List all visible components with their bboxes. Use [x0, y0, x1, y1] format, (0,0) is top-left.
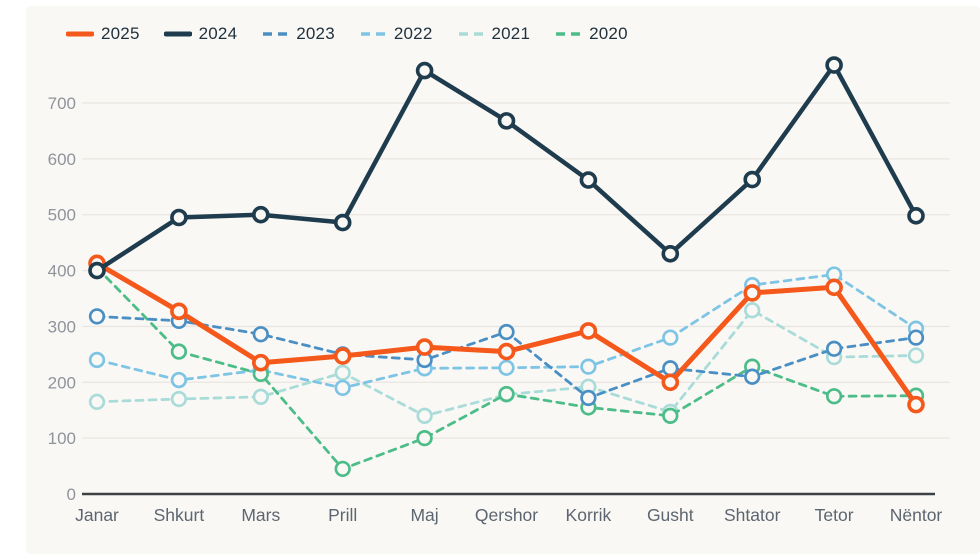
- data-point-2024-Qershor[interactable]: [497, 112, 516, 130]
- data-point-2022-Korrik[interactable]: [580, 358, 597, 375]
- series-line-2021: [95, 308, 918, 418]
- data-point-2025-Prill[interactable]: [333, 347, 352, 365]
- legend-item-2024[interactable]: 2024: [163, 24, 238, 44]
- data-point-2021-Prill[interactable]: [334, 364, 351, 381]
- y-tick-label: 700: [48, 94, 76, 113]
- legend-label-2021: 2021: [491, 24, 531, 43]
- data-point-2023-Tetor[interactable]: [825, 340, 843, 357]
- data-point-2021-Janar[interactable]: [88, 393, 106, 410]
- data-point-2021-Shtator[interactable]: [744, 302, 761, 319]
- data-point-2024-Gusht[interactable]: [661, 245, 680, 263]
- y-axis-labels: 0 100 200 300 400 500 600 700: [48, 94, 76, 504]
- y-tick-label: 100: [48, 429, 76, 448]
- x-tick-label: Tetor: [815, 505, 854, 525]
- data-point-2024-Shtator[interactable]: [743, 170, 762, 189]
- x-tick-label: Prill: [328, 505, 357, 525]
- series-line-2024: [94, 62, 919, 273]
- legend-marker-2024-icon: [163, 31, 192, 37]
- y-tick-label: 300: [48, 317, 76, 336]
- data-point-2020-Maj[interactable]: [416, 429, 433, 447]
- x-tick-label: Nëntor: [890, 505, 943, 525]
- legend-item-2021[interactable]: 2021: [457, 24, 531, 44]
- legend-marker-2021-icon: [458, 32, 483, 36]
- data-point-2024-Mars[interactable]: [251, 205, 270, 224]
- x-tick-label: Gusht: [647, 505, 694, 525]
- y-tick-label: 400: [48, 262, 76, 281]
- legend-label-2022: 2022: [393, 24, 433, 43]
- data-point-2024-Korrik[interactable]: [579, 171, 598, 189]
- data-point-2025-Maj[interactable]: [415, 338, 434, 356]
- legend-item-2022[interactable]: 2022: [359, 24, 433, 44]
- chart-panel: [26, 6, 980, 554]
- data-point-2025-Gusht[interactable]: [661, 373, 680, 392]
- data-point-2025-Shkurt[interactable]: [170, 302, 188, 321]
- y-tick-label: 0: [67, 485, 76, 504]
- data-point-2021-Nëntor[interactable]: [907, 347, 925, 364]
- legend-label-2023: 2023: [296, 24, 335, 43]
- legend-label-2025: 2025: [101, 24, 140, 43]
- data-point-2021-Maj[interactable]: [416, 407, 433, 424]
- data-point-2023-Janar[interactable]: [88, 308, 106, 325]
- data-point-2023-Shtator[interactable]: [744, 368, 761, 385]
- data-point-2022-Prill[interactable]: [334, 379, 351, 397]
- data-point-2022-Qershor[interactable]: [498, 359, 515, 376]
- x-tick-label: Maj: [410, 505, 438, 525]
- x-tick-label: Qershor: [475, 505, 538, 525]
- data-point-2024-Tetor[interactable]: [825, 56, 843, 74]
- y-tick-label: 600: [48, 150, 76, 169]
- data-point-2020-Prill[interactable]: [334, 460, 351, 478]
- data-point-2020-Tetor[interactable]: [825, 388, 843, 405]
- data-point-2022-Shkurt[interactable]: [170, 371, 188, 389]
- data-point-2023-Mars[interactable]: [252, 326, 269, 343]
- data-point-2023-Korrik[interactable]: [580, 389, 597, 407]
- legend-marker-2025-icon: [66, 31, 94, 37]
- gridlines: [82, 102, 950, 439]
- series-2024: [88, 56, 925, 280]
- legend-marker-2023-icon: [263, 32, 288, 36]
- legend-marker-2020-icon: [556, 32, 581, 36]
- legend-item-2020[interactable]: 2020: [554, 24, 628, 44]
- data-point-2020-Shkurt[interactable]: [170, 343, 188, 360]
- data-point-2025-Qershor[interactable]: [497, 342, 516, 361]
- data-point-2025-Shtator[interactable]: [743, 284, 762, 302]
- data-point-2023-Gusht[interactable]: [662, 360, 679, 377]
- y-tick-label: 200: [48, 373, 76, 392]
- legend-label-2024: 2024: [198, 24, 238, 43]
- data-point-2025-Tetor[interactable]: [825, 278, 843, 297]
- x-axis-labels: Janar Shkurt Mars Prill Maj Qershor Korrik Gush…: [75, 505, 942, 525]
- x-tick-label: Mars: [241, 505, 280, 525]
- data-point-2025-Nëntor[interactable]: [907, 395, 925, 414]
- data-point-2024-Shkurt[interactable]: [170, 208, 188, 227]
- data-point-2021-Shkurt[interactable]: [170, 390, 188, 408]
- data-point-2023-Nëntor[interactable]: [907, 329, 925, 346]
- y-tick-label: 500: [48, 206, 76, 225]
- data-point-2021-Mars[interactable]: [252, 388, 269, 405]
- data-point-2023-Qershor[interactable]: [498, 323, 515, 341]
- x-tick-label: Korrik: [566, 505, 612, 525]
- data-point-2024-Maj[interactable]: [415, 61, 434, 80]
- data-point-2024-Janar[interactable]: [88, 261, 106, 280]
- data-point-2020-Gusht[interactable]: [662, 407, 679, 424]
- series-2025: [88, 254, 925, 414]
- data-point-2024-Prill[interactable]: [333, 213, 352, 232]
- legend-item-2023[interactable]: 2023: [261, 24, 335, 44]
- data-point-2020-Qershor[interactable]: [498, 385, 515, 403]
- data-point-2024-Nëntor[interactable]: [907, 207, 925, 225]
- data-point-2025-Korrik[interactable]: [579, 322, 598, 340]
- x-tick-label: Shkurt: [154, 505, 205, 525]
- chart-legend: 2025 2024 2023 2022 2021 2020: [66, 24, 628, 44]
- data-point-2025-Mars[interactable]: [251, 353, 270, 372]
- x-tick-label: Janar: [75, 505, 119, 525]
- data-point-2022-Janar[interactable]: [88, 351, 106, 369]
- legend-marker-2022-icon: [360, 32, 385, 36]
- data-point-2022-Gusht[interactable]: [662, 329, 679, 346]
- x-tick-label: Shtator: [724, 505, 781, 525]
- legend-item-2025[interactable]: 2025: [66, 24, 140, 44]
- legend-label-2020: 2020: [589, 24, 628, 43]
